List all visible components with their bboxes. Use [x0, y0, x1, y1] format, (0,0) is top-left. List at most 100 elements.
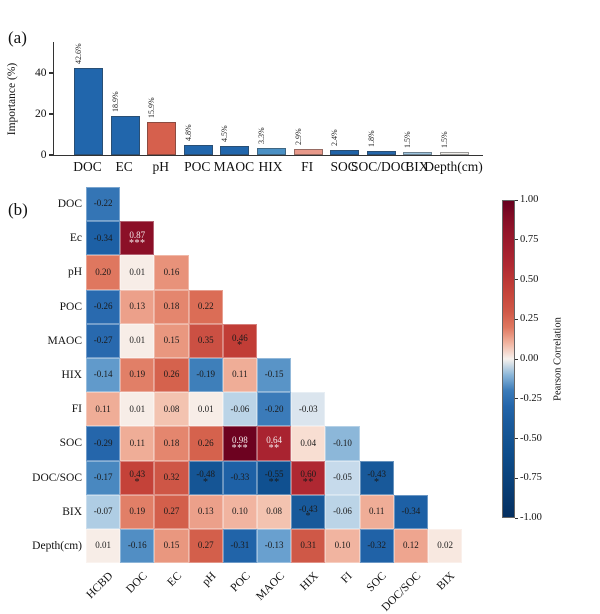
- heatmap-cell: 0.87 ***: [120, 221, 155, 256]
- cell-value: 0.18: [163, 300, 180, 311]
- heatmap-cell: 0.60 **: [291, 460, 326, 495]
- heatmap-row-label: POC: [59, 300, 82, 313]
- heatmap-cell: -0.26: [86, 289, 121, 324]
- heatmap-cell: 0.35: [188, 323, 223, 358]
- heatmap-row-label: pH: [67, 266, 82, 279]
- x-category-label: EC: [115, 159, 133, 174]
- heatmap-cell: 0.18: [154, 289, 189, 324]
- cell-value: 0.18: [163, 437, 180, 448]
- cell-value: -0.43: [367, 469, 387, 480]
- heatmap-cell: -0.22: [86, 187, 121, 222]
- heatmap-cell: 0.27: [154, 494, 189, 529]
- cell-value: 0.15: [163, 335, 180, 346]
- colorbar-tick-label: 0.75: [520, 233, 539, 245]
- colorbar-tick-label: -0.25: [520, 392, 542, 404]
- heatmap-cell: 0.01: [120, 392, 155, 427]
- cell-value: 0.11: [232, 369, 248, 380]
- significance-stars: *: [134, 476, 141, 488]
- y-tick-label: 0: [40, 149, 47, 161]
- bar-SOC: [330, 150, 360, 155]
- cell-value: 0.12: [403, 540, 419, 551]
- heatmap-cell: 0.15: [154, 323, 189, 358]
- heatmap-cell: -0.43 *: [291, 494, 326, 529]
- cell-value: 0.13: [129, 300, 146, 311]
- heatmap-cell: -0.15: [257, 358, 292, 393]
- significance-stars: *: [202, 476, 209, 488]
- heatmap-cell: -0.13: [257, 529, 292, 564]
- cell-value: -0.31: [230, 540, 250, 551]
- bar-value-label: 3.3%: [257, 127, 266, 145]
- cell-value: 0.19: [129, 369, 146, 380]
- cell-value: -0.07: [93, 506, 113, 517]
- bar-pH: [147, 122, 177, 155]
- heatmap-cell: -0.07: [86, 494, 121, 529]
- cell-value: 0.08: [163, 403, 180, 414]
- heatmap-col-label-text: HCBD: [84, 570, 116, 602]
- heatmap-col-label-text: SOC: [364, 570, 390, 595]
- cell-value: -0.05: [333, 471, 352, 482]
- x-category-label: Depth(cm): [424, 159, 483, 174]
- colorbar-tick-label: -0.50: [520, 432, 542, 444]
- heatmap-cell: 0.26: [154, 358, 189, 393]
- heatmap-cell: 0.26: [188, 426, 223, 461]
- cell-value: -0.29: [93, 437, 113, 448]
- heatmap-cell: -0.17: [86, 460, 121, 495]
- heatmap-cell: -0.06: [222, 392, 257, 427]
- y-tick-label: 20: [35, 108, 47, 120]
- bar-HIX: [257, 148, 286, 155]
- heatmap-cell: -0.48 *: [188, 460, 223, 495]
- colorbar-tick-label: 0.25: [520, 313, 539, 325]
- heatmap-cell: 0.11: [222, 358, 257, 393]
- cell-value: -0.06: [230, 403, 250, 414]
- colorbar-tick-label: 0.00: [520, 353, 539, 364]
- heatmap-cell: 0.20: [86, 255, 121, 290]
- colorbar-tick-mark: [515, 199, 518, 201]
- bar-POC: [183, 145, 213, 155]
- cell-value: -0.55: [264, 469, 284, 480]
- significance-stars: ***: [129, 237, 146, 249]
- heatmap-cell: 0.31: [291, 529, 326, 564]
- cell-value: 0.31: [300, 540, 317, 551]
- bar-BIX: [403, 151, 433, 155]
- heatmap-cell: 0.13: [188, 494, 223, 529]
- heatmap-cell: 0.02: [428, 529, 463, 564]
- significance-stars: **: [268, 442, 280, 454]
- heatmap-cell: -0.33: [222, 460, 257, 495]
- heatmap-cell: 0.18: [154, 426, 189, 461]
- heatmap-cell: -0.03: [291, 392, 326, 427]
- colorbar-tick-mark: [515, 398, 518, 400]
- cell-value: -0.19: [196, 369, 216, 380]
- bar-value-label: 1.8%: [366, 130, 376, 148]
- cell-value: 0.19: [129, 506, 146, 517]
- x-category-label: SOC: [330, 159, 357, 174]
- heatmap-cell: 0.19: [120, 494, 155, 529]
- cell-value: 0.32: [163, 471, 180, 482]
- cell-value: 0.46: [232, 332, 248, 343]
- bar-value-label: 4.8%: [183, 124, 193, 142]
- heatmap-cell: 0.10: [222, 494, 257, 529]
- cell-value: 0.15: [163, 540, 180, 551]
- bar-value-label: 4.5%: [220, 125, 230, 142]
- cell-value: 0.20: [95, 266, 111, 277]
- bar-EC: [110, 116, 140, 155]
- x-category-label: HIX: [258, 159, 283, 174]
- bar-chart-plot-area: [53, 42, 483, 156]
- bar-value-label: 15.9%: [147, 97, 157, 119]
- heatmap-cell: 0.12: [393, 529, 428, 564]
- heatmap-col-label-text: POC: [228, 570, 253, 595]
- heatmap-col-label-text: EC: [165, 570, 184, 590]
- colorbar-tick-label: 1.00: [520, 194, 539, 205]
- cell-value: -0.43: [298, 503, 318, 514]
- cell-value: 0.35: [197, 335, 214, 346]
- heatmap-cell: 0.08: [257, 494, 292, 529]
- heatmap-cell: -0.31: [222, 529, 257, 564]
- cell-value: 0.22: [197, 300, 214, 311]
- cell-value: -0.34: [93, 232, 113, 243]
- cell-value: -0.26: [93, 300, 113, 311]
- cell-value: -0.27: [93, 335, 113, 346]
- heatmap-row-label: DOC/SOC: [32, 471, 82, 484]
- cell-value: 0.11: [129, 437, 145, 448]
- heatmap-cell: -0.05: [325, 460, 360, 495]
- bar-value-label: 1.5%: [403, 131, 413, 148]
- colorbar-tick-label: -1.00: [520, 512, 542, 523]
